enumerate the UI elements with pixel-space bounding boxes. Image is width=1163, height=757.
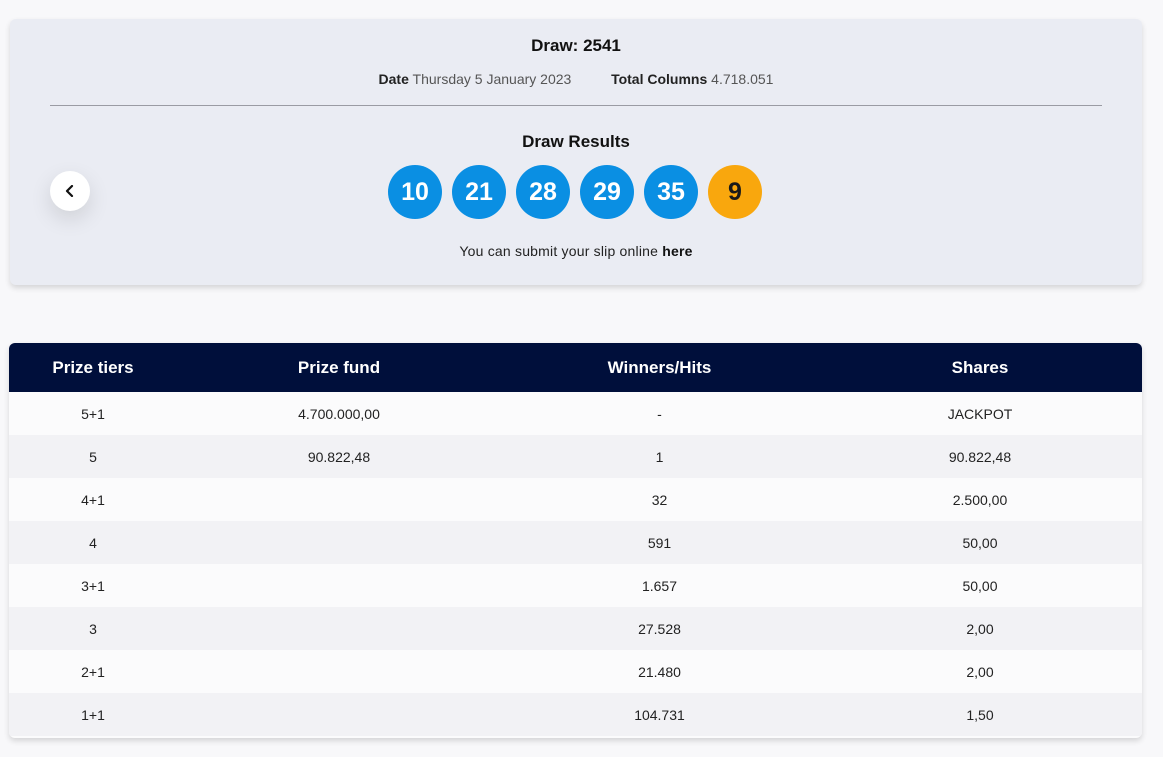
date-value: Thursday 5 January 2023 (412, 71, 572, 87)
prize-table: Prize tiers Prize fund Winners/Hits Shar… (9, 343, 1142, 736)
cell-tier: 3 (9, 607, 177, 650)
table-row: 5+1 4.700.000,00 - JACKPOT (9, 392, 1142, 435)
header-shares: Shares (818, 343, 1142, 392)
cell-winners: 21.480 (501, 650, 818, 693)
header-winners-hits: Winners/Hits (501, 343, 818, 392)
cell-winners: 1.657 (501, 564, 818, 607)
cell-shares: 2,00 (818, 650, 1142, 693)
header-prize-tiers: Prize tiers (9, 343, 177, 392)
cell-tier: 5 (9, 435, 177, 478)
number-ball: 29 (580, 165, 634, 219)
cell-shares: 1,50 (818, 693, 1142, 736)
table-header-row: Prize tiers Prize fund Winners/Hits Shar… (9, 343, 1142, 392)
number-ball: 35 (644, 165, 698, 219)
cell-shares: 90.822,48 (818, 435, 1142, 478)
cell-winners: - (501, 392, 818, 435)
cell-winners: 32 (501, 478, 818, 521)
prize-table-card: Prize tiers Prize fund Winners/Hits Shar… (9, 343, 1142, 738)
cell-winners: 1 (501, 435, 818, 478)
cell-fund (177, 693, 501, 736)
cell-tier: 2+1 (9, 650, 177, 693)
cell-winners: 104.731 (501, 693, 818, 736)
number-ball: 28 (516, 165, 570, 219)
table-row: 3 27.528 2,00 (9, 607, 1142, 650)
date-label: Date (378, 71, 409, 87)
table-row: 4 591 50,00 (9, 521, 1142, 564)
draw-card: Draw: 2541 Date Thursday 5 January 2023 … (10, 19, 1142, 285)
cell-fund (177, 564, 501, 607)
number-ball: 10 (388, 165, 442, 219)
slip-text: You can submit your slip online (459, 243, 663, 259)
total-columns-label: Total Columns (611, 71, 708, 87)
table-row: 1+1 104.731 1,50 (9, 693, 1142, 736)
header-prize-fund: Prize fund (177, 343, 501, 392)
cell-winners: 27.528 (501, 607, 818, 650)
cell-shares: 2.500,00 (818, 478, 1142, 521)
cell-shares: 2,00 (818, 607, 1142, 650)
draw-title: Draw: 2541 (531, 36, 621, 55)
cell-fund (177, 607, 501, 650)
total-columns-value: 4.718.051 (711, 71, 774, 87)
slip-message: You can submit your slip online here (10, 243, 1142, 259)
chevron-left-icon (65, 185, 74, 197)
cell-shares: 50,00 (818, 564, 1142, 607)
cell-shares: JACKPOT (818, 392, 1142, 435)
table-row: 3+1 1.657 50,00 (9, 564, 1142, 607)
cell-tier: 4 (9, 521, 177, 564)
draw-meta: Date Thursday 5 January 2023 Total Colum… (10, 71, 1142, 87)
cell-shares: 50,00 (818, 521, 1142, 564)
cell-fund: 4.700.000,00 (177, 392, 501, 435)
bonus-ball: 9 (708, 165, 762, 219)
cell-winners: 591 (501, 521, 818, 564)
cell-fund (177, 478, 501, 521)
divider (50, 105, 1102, 106)
cell-fund (177, 650, 501, 693)
table-row: 2+1 21.480 2,00 (9, 650, 1142, 693)
previous-draw-button[interactable] (50, 171, 90, 211)
cell-tier: 1+1 (9, 693, 177, 736)
number-ball: 21 (452, 165, 506, 219)
cell-fund: 90.822,48 (177, 435, 501, 478)
draw-numbers: 10 21 28 29 35 9 (388, 165, 762, 219)
cell-fund (177, 521, 501, 564)
table-row: 4+1 32 2.500,00 (9, 478, 1142, 521)
cell-tier: 4+1 (9, 478, 177, 521)
draw-results-title: Draw Results (522, 132, 630, 151)
slip-here-link[interactable]: here (662, 243, 693, 259)
table-row: 5 90.822,48 1 90.822,48 (9, 435, 1142, 478)
cell-tier: 5+1 (9, 392, 177, 435)
cell-tier: 3+1 (9, 564, 177, 607)
